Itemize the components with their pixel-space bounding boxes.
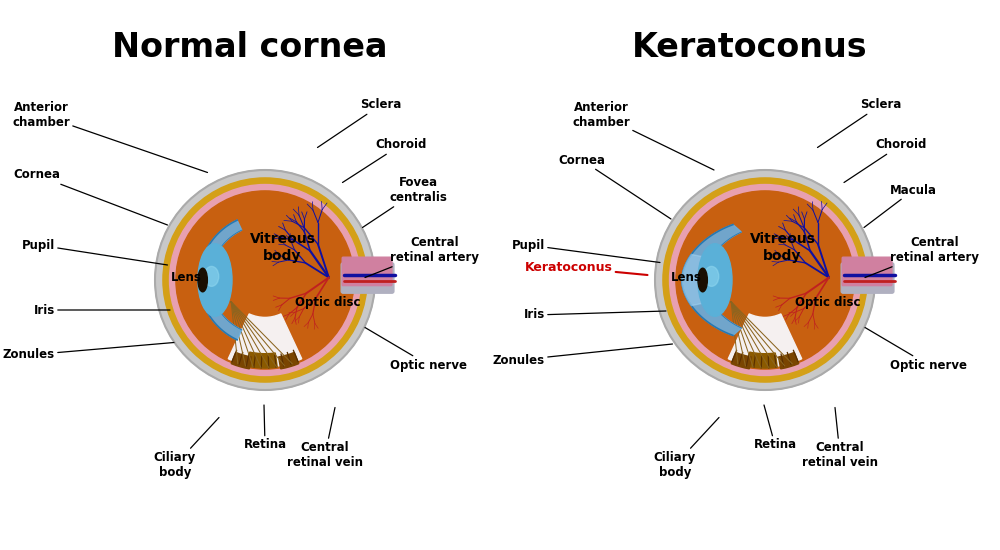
Text: Lens: Lens — [671, 271, 701, 284]
Text: Optic disc: Optic disc — [295, 296, 360, 309]
Text: Macula: Macula — [864, 184, 937, 228]
Wedge shape — [728, 314, 802, 367]
Text: Keratoconus: Keratoconus — [525, 261, 648, 275]
Text: Cornea: Cornea — [13, 168, 168, 225]
Wedge shape — [279, 353, 299, 369]
Circle shape — [176, 191, 354, 369]
Text: Optic nerve: Optic nerve — [865, 327, 967, 371]
Text: Anterior
chamber: Anterior chamber — [572, 101, 714, 170]
FancyBboxPatch shape — [842, 257, 892, 285]
Text: Choroid: Choroid — [844, 139, 926, 183]
Text: Zonules: Zonules — [493, 344, 672, 366]
Wedge shape — [731, 353, 751, 369]
Text: Zonules: Zonules — [3, 343, 174, 361]
Ellipse shape — [704, 266, 719, 287]
FancyBboxPatch shape — [342, 257, 392, 285]
Ellipse shape — [698, 268, 707, 292]
Text: Vitreous
body: Vitreous body — [250, 233, 315, 262]
Wedge shape — [231, 353, 251, 369]
Text: Retina: Retina — [243, 405, 287, 452]
Circle shape — [170, 184, 360, 376]
Text: Retina: Retina — [753, 405, 797, 452]
Circle shape — [163, 178, 367, 382]
Text: Iris: Iris — [34, 304, 170, 316]
Text: Fovea
centralis: Fovea centralis — [362, 176, 448, 228]
Wedge shape — [747, 352, 777, 368]
Text: Vitreous
body: Vitreous body — [750, 233, 815, 262]
Text: Optic disc: Optic disc — [795, 296, 860, 309]
Text: Central
retinal artery: Central retinal artery — [865, 236, 979, 278]
Circle shape — [155, 170, 375, 390]
Circle shape — [663, 178, 867, 382]
Polygon shape — [682, 224, 741, 336]
Circle shape — [670, 184, 860, 376]
Text: Ciliary
body: Ciliary body — [154, 417, 219, 479]
Text: Ciliary
body: Ciliary body — [654, 417, 719, 479]
Text: Optic nerve: Optic nerve — [365, 327, 467, 371]
Circle shape — [655, 170, 875, 390]
Ellipse shape — [198, 244, 232, 316]
Ellipse shape — [204, 266, 219, 287]
FancyBboxPatch shape — [341, 263, 394, 293]
Text: Keratoconus: Keratoconus — [632, 31, 868, 64]
Polygon shape — [199, 272, 217, 312]
Polygon shape — [199, 220, 242, 340]
Text: Pupil: Pupil — [512, 239, 660, 262]
Text: Cornea: Cornea — [558, 153, 671, 219]
Text: Pupil: Pupil — [22, 239, 168, 265]
Text: Iris: Iris — [524, 309, 666, 322]
Text: Central
retinal vein: Central retinal vein — [802, 408, 878, 469]
Circle shape — [676, 191, 854, 369]
Wedge shape — [228, 314, 302, 367]
Text: Sclera: Sclera — [818, 98, 901, 147]
Wedge shape — [779, 353, 799, 369]
Ellipse shape — [198, 268, 207, 292]
FancyBboxPatch shape — [841, 263, 894, 293]
Text: Central
retinal artery: Central retinal artery — [365, 236, 479, 278]
Text: Normal cornea: Normal cornea — [112, 31, 388, 64]
Text: Central
retinal vein: Central retinal vein — [287, 408, 363, 469]
Text: Lens: Lens — [171, 271, 201, 284]
Text: Choroid: Choroid — [342, 139, 426, 183]
Text: Sclera: Sclera — [318, 98, 401, 147]
Text: Anterior
chamber: Anterior chamber — [12, 101, 208, 173]
Ellipse shape — [698, 244, 732, 316]
Polygon shape — [682, 255, 711, 306]
Wedge shape — [247, 352, 277, 368]
